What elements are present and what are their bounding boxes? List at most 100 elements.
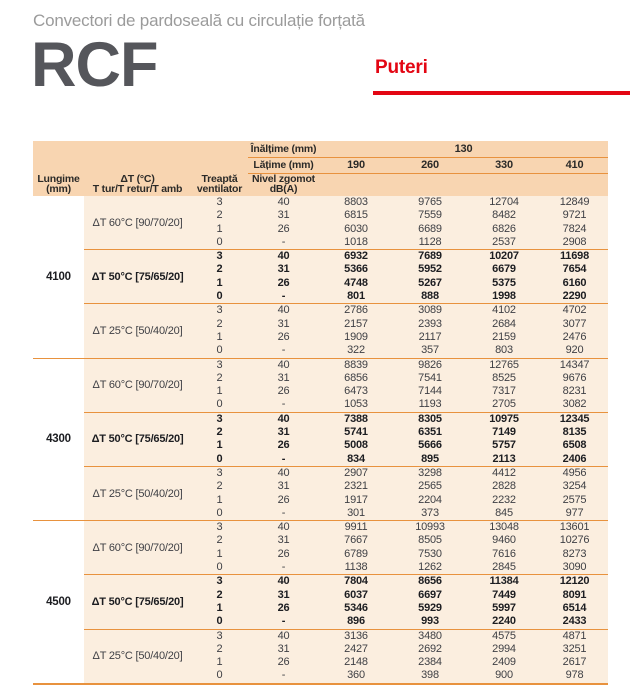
fan-stage-value: 3 <box>216 358 223 371</box>
noise-level-value: 31 <box>277 263 290 276</box>
power-value: 1138 <box>344 561 368 574</box>
noise-level-value: 26 <box>277 439 290 452</box>
length-group: 4500 ΔT 60°C [90/70/20] 3 40 9911 10993 13048 1… <box>33 520 608 683</box>
height-label: Înălțime (mm) <box>250 143 317 155</box>
fan-stage-value: 0 <box>216 615 223 628</box>
fan-stage-value: 1 <box>216 656 223 669</box>
table-row: 0 - 301 373 845 977 <box>191 507 608 520</box>
power-table: Înălțime (mm) 130 Lățime (mm) 190 260 33… <box>33 141 608 685</box>
power-value: 8231 <box>562 385 587 398</box>
fan-stage-value: 2 <box>216 317 223 330</box>
power-value: 7804 <box>344 575 368 588</box>
power-value: 10993 <box>415 521 445 534</box>
power-value: 1193 <box>418 398 442 411</box>
power-value: 6815 <box>344 209 368 222</box>
fan-stage-value: 1 <box>216 385 223 398</box>
power-value: 803 <box>495 344 513 357</box>
fan-stage-value: 0 <box>216 452 223 465</box>
noise-level-value: 40 <box>277 250 290 263</box>
noise-level-value: 26 <box>277 385 290 398</box>
dt-label: ΔT 50°C [75/65/20] <box>91 270 184 283</box>
power-value: 845 <box>495 506 513 519</box>
table-row: 3 40 2786 3089 4102 4702 <box>191 304 608 317</box>
col-header-length: Lungime (mm) <box>37 173 80 195</box>
fan-stage-value: 1 <box>216 330 223 343</box>
power-value: 6473 <box>344 385 368 398</box>
power-value: 9460 <box>492 534 516 547</box>
power-value: 8273 <box>562 547 587 560</box>
power-value: 2617 <box>562 656 587 669</box>
power-value: 373 <box>421 506 439 519</box>
group-sections: ΔT 60°C [90/70/20] 3 40 8839 9826 12765 14347 2… <box>84 358 608 521</box>
col-header-noise-level: Nivel zgomot dB(A) <box>252 173 315 195</box>
width-value: 190 <box>347 159 365 172</box>
length-value: 4100 <box>33 196 84 358</box>
power-value: 3082 <box>562 398 587 411</box>
col-header-dt: ΔT (°C) T tur/T retur/T amb <box>92 173 183 195</box>
power-value: 1998 <box>492 290 516 303</box>
length-value: 4500 <box>33 521 84 683</box>
power-value: 2384 <box>418 656 442 669</box>
power-value: 978 <box>565 669 584 682</box>
table-row: 3 40 6932 7689 10207 11698 <box>191 250 608 263</box>
dt-label: ΔT 50°C [75/65/20] <box>91 595 184 608</box>
fan-stage-value: 0 <box>216 506 223 519</box>
noise-level-value: 26 <box>277 222 290 235</box>
power-value: 10975 <box>489 412 519 425</box>
table-row: 0 - 1138 1262 2845 3090 <box>191 561 608 574</box>
power-value: 2476 <box>562 330 587 343</box>
fan-stage-value: 1 <box>216 547 223 560</box>
power-value: 2537 <box>492 235 516 248</box>
power-value: 398 <box>421 669 439 682</box>
power-value: 8525 <box>492 371 516 384</box>
power-value: 993 <box>421 615 439 628</box>
section-rows: 3 40 8803 9765 12704 12849 2 31 6815 7559 8482 9721… <box>191 196 608 249</box>
noise-level-value: 40 <box>277 629 290 642</box>
noise-level-value: - <box>281 669 286 682</box>
fan-stage-value: 0 <box>216 235 223 248</box>
section-rows: 3 40 2786 3089 4102 4702 2 31 2157 2393 2684 3077 1 2… <box>191 304 608 357</box>
power-value: 9676 <box>562 371 587 384</box>
noise-level-value: - <box>281 615 286 628</box>
noise-level-value: 26 <box>277 601 290 614</box>
table-row: 1 26 5008 5666 5757 6508 <box>191 439 608 452</box>
power-value: 2204 <box>418 493 442 506</box>
dt-section: ΔT 60°C [90/70/20] 3 40 9911 10993 13048 13601… <box>84 521 608 574</box>
fan-stage-value: 2 <box>216 209 223 222</box>
length-group: 4100 ΔT 60°C [90/70/20] 3 40 8803 9765 12704 12… <box>33 196 608 358</box>
power-value: 977 <box>565 506 584 519</box>
fan-stage-value: 3 <box>216 521 223 534</box>
power-value: 8482 <box>492 209 516 222</box>
power-value: 2406 <box>562 452 587 465</box>
length-value: 4300 <box>33 358 84 521</box>
table-row: 0 - 896 993 2240 2433 <box>191 615 608 628</box>
width-value: 410 <box>565 159 584 172</box>
power-value: 7530 <box>418 547 442 560</box>
power-value: 2427 <box>344 642 368 655</box>
table-row: 2 31 2157 2393 2684 3077 <box>191 318 608 331</box>
noise-level-value: 31 <box>277 426 290 439</box>
table-row: 3 40 8803 9765 12704 12849 <box>191 196 608 209</box>
table-row: 2 31 6037 6697 7449 8091 <box>191 589 608 602</box>
noise-level-value: 40 <box>277 358 290 371</box>
table-row: 2 31 6815 7559 8482 9721 <box>191 209 608 222</box>
noise-level-value: 26 <box>277 656 290 669</box>
power-value: 13601 <box>559 521 590 534</box>
noise-level-value: - <box>281 506 286 519</box>
header-row-height: Înălțime (mm) 130 <box>248 141 608 158</box>
dt-section: ΔT 50°C [75/65/20] 3 40 7804 8656 11384 12120 2… <box>84 574 608 628</box>
power-value: 1053 <box>344 398 368 411</box>
power-value: 7667 <box>344 534 368 547</box>
power-value: 3089 <box>418 304 442 317</box>
power-value: 1018 <box>344 235 368 248</box>
power-value: 6689 <box>418 222 442 235</box>
fan-stage-value: 2 <box>216 426 223 439</box>
noise-level-value: 31 <box>277 642 290 655</box>
power-value: 2786 <box>344 304 368 317</box>
fan-stage-value: 0 <box>216 669 223 682</box>
power-value: 888 <box>421 290 439 303</box>
power-value: 2908 <box>562 235 587 248</box>
power-value: 2159 <box>492 330 516 343</box>
fan-stage-value: 0 <box>216 398 223 411</box>
power-value: 6856 <box>344 371 368 384</box>
